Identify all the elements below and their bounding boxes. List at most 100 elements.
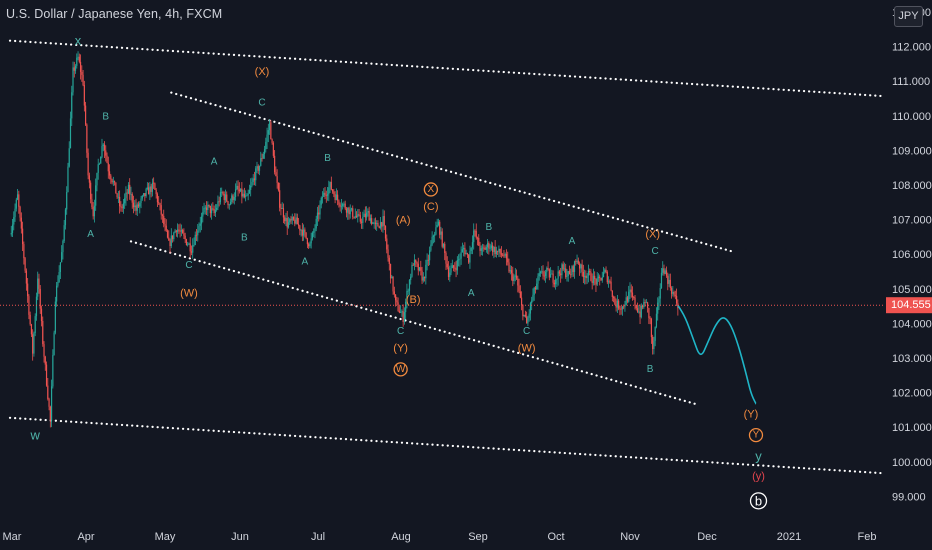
- candle-body: [19, 206, 21, 218]
- candle-body: [274, 155, 276, 173]
- candle-body: [296, 217, 298, 225]
- candle-body: [43, 344, 45, 357]
- wave-label: B: [486, 222, 493, 233]
- candle-body: [85, 105, 87, 125]
- candle-body: [129, 184, 131, 195]
- candle-body: [353, 216, 355, 218]
- candle-body: [518, 285, 520, 292]
- candle-body: [524, 314, 526, 317]
- price-tick-label: 105.000: [892, 284, 932, 296]
- candle-body: [376, 223, 378, 225]
- candle-body: [18, 194, 20, 207]
- candle-body: [331, 189, 334, 192]
- candle-body: [161, 214, 164, 216]
- candle-body: [464, 247, 466, 255]
- candle-body: [250, 185, 252, 190]
- candle-body: [674, 295, 676, 297]
- candle-body: [393, 291, 395, 295]
- candle-body: [334, 194, 336, 200]
- candle-body: [95, 185, 97, 206]
- candle-body: [398, 311, 400, 313]
- candle-body: [44, 356, 46, 365]
- candle-body: [667, 275, 669, 284]
- candle-body: [647, 302, 649, 308]
- candle-body: [553, 282, 555, 285]
- last-price-badge-bg: [886, 297, 932, 314]
- candle-body: [357, 214, 359, 217]
- wave-label-text: Y: [753, 430, 760, 441]
- candle-body: [650, 318, 652, 338]
- currency-button[interactable]: JPY: [894, 6, 923, 27]
- candle-body: [591, 280, 593, 284]
- candle-body: [359, 215, 361, 222]
- candle-body: [423, 277, 426, 279]
- candle-body: [281, 208, 283, 210]
- candle-body: [607, 281, 610, 283]
- wave-label-text: A: [211, 156, 218, 167]
- candle-body: [529, 303, 532, 314]
- candle-body: [202, 212, 204, 217]
- candle-body: [287, 222, 290, 228]
- wave-label-text: (X): [255, 66, 270, 78]
- candle-body: [659, 288, 661, 299]
- price-tick-label: 109.000: [892, 145, 932, 157]
- candle-body: [11, 224, 14, 233]
- candle-body: [297, 224, 300, 226]
- wave-label: (Y): [393, 343, 408, 355]
- candle-body: [30, 324, 33, 335]
- candle-body: [20, 217, 22, 229]
- candle-body: [649, 317, 651, 319]
- candle-body: [314, 228, 316, 232]
- projection-layer: [677, 304, 757, 405]
- candle-body: [337, 194, 339, 201]
- candle-body: [150, 186, 152, 192]
- candle-body: [315, 218, 317, 229]
- candle-body: [473, 230, 475, 243]
- candle-body: [213, 208, 215, 214]
- candle-body: [163, 215, 165, 225]
- candle-body: [557, 271, 559, 279]
- candle-body: [484, 247, 486, 250]
- candle-body: [342, 203, 344, 207]
- candle-body: [218, 201, 220, 203]
- candle-body: [534, 287, 537, 290]
- candle-body: [586, 275, 588, 279]
- candle-body: [135, 205, 137, 211]
- wave-label-text: (X): [645, 228, 660, 240]
- wave-label-text: A: [569, 236, 576, 247]
- wave-label: X: [423, 182, 439, 197]
- candle-body: [251, 181, 253, 186]
- candle-body: [558, 271, 561, 274]
- candle-body: [521, 297, 523, 306]
- wave-label-text: A: [87, 229, 94, 240]
- wave-label-text: x: [75, 33, 82, 48]
- candle-body: [255, 168, 257, 181]
- candle-body: [28, 296, 30, 315]
- candle-body: [405, 301, 407, 313]
- time-tick-label: Sep: [468, 531, 488, 543]
- candle-body: [229, 201, 232, 205]
- candle-body: [66, 192, 68, 210]
- candle-body: [38, 278, 40, 289]
- wave-label: b: [749, 492, 768, 510]
- candle-body: [452, 265, 455, 268]
- candle-body: [316, 212, 319, 219]
- candle-body: [568, 271, 571, 275]
- candle-body: [159, 203, 161, 206]
- candle-body: [91, 199, 93, 208]
- trendlines-layer: [8, 39, 884, 475]
- candle-body: [76, 57, 78, 66]
- price-tick-label: 104.000: [892, 318, 932, 330]
- candle-body: [270, 122, 272, 140]
- candle-body: [103, 144, 106, 151]
- candle-body: [420, 267, 422, 271]
- candle-body: [339, 204, 341, 207]
- candle-body: [276, 176, 278, 183]
- candle-body: [577, 260, 579, 264]
- candle-body: [537, 276, 539, 284]
- candle-body: [451, 265, 453, 269]
- wave-label: (X): [255, 66, 270, 78]
- candle-body: [411, 264, 413, 277]
